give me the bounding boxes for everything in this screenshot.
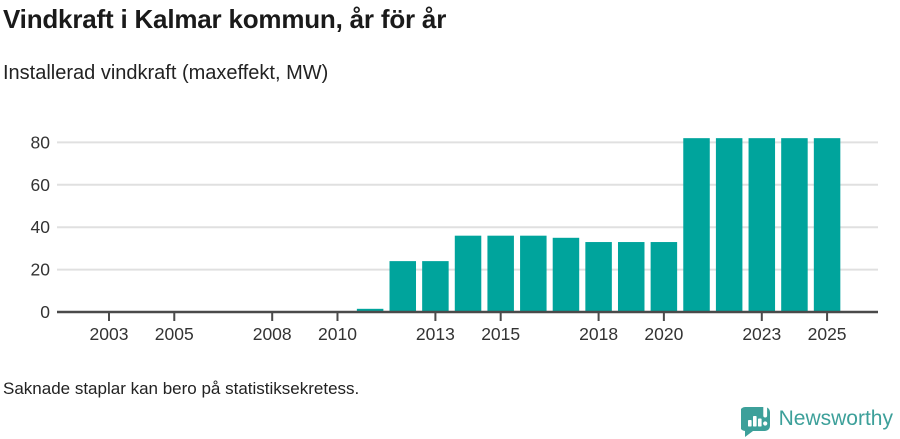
bar-2015 [487,235,514,312]
footnote: Saknade staplar kan bero på statistiksek… [3,379,360,398]
bar-2013 [422,261,449,312]
x-tick-label-2010: 2010 [318,324,357,344]
x-tick-label-2020: 2020 [644,324,683,344]
brand-logo: Newsworthy [740,401,893,437]
x-tick-label-2008: 2008 [253,324,292,344]
bar-chart: 0 20 40 60 80 2003 2005 2008 2010 2013 2015 2018 202… [0,98,900,350]
x-tick-label-2025: 2025 [808,324,847,344]
bar-2024 [781,138,808,312]
bar-2011 [356,308,384,312]
bar-2018 [585,242,612,312]
y-tick-label-0: 0 [40,302,50,322]
y-tick-label-20: 20 [31,260,51,280]
bar-2025 [813,138,841,312]
chart-title: Vindkraft i Kalmar kommun, år för år [3,4,447,34]
bar-2019 [617,242,645,312]
bar-2017 [552,237,580,312]
bar-2022 [715,138,743,312]
newsworthy-bar-chart-speech-bubble-icon [740,403,770,437]
y-tick-label-80: 80 [31,132,51,152]
x-tick-label-2005: 2005 [155,324,194,344]
bar-chart-svg: 0 20 40 60 80 2003 2005 2008 2010 2013 2015 2018 202… [31,132,878,344]
x-tick-label-2023: 2023 [742,324,781,344]
y-tick-label-40: 40 [31,217,51,237]
y-tick-label-60: 60 [31,175,51,195]
bar-2020 [650,242,678,312]
brand-name: Newsworthy [778,407,893,430]
x-tick-label-2015: 2015 [481,324,520,344]
x-tick-label-2013: 2013 [416,324,455,344]
bar-2021 [683,138,710,312]
bar-2023 [748,138,776,312]
x-tick-label-2018: 2018 [579,324,618,344]
chart-subtitle: Installerad vindkraft (maxeffekt, MW) [3,62,329,84]
bar-2014 [454,235,482,312]
bar-2016 [520,235,547,312]
bar-2012 [389,261,417,312]
x-tick-label-2003: 2003 [90,324,129,344]
